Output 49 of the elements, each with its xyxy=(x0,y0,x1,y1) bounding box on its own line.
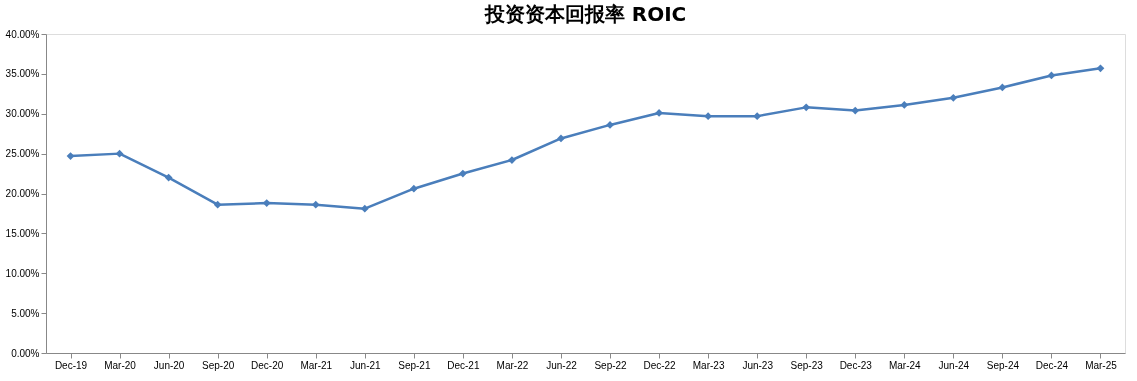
point xyxy=(949,93,958,102)
x-tick-label: Jun-24 xyxy=(938,359,970,371)
point xyxy=(311,200,320,209)
point xyxy=(213,200,222,209)
x-tick-label: Mar-22 xyxy=(496,359,529,371)
point xyxy=(66,152,75,160)
x-tick-label: Dec-22 xyxy=(643,359,677,371)
x-tick-label: Sep-20 xyxy=(202,359,235,371)
y-tick-label: 15.00% xyxy=(5,227,40,239)
point xyxy=(115,149,124,158)
x-tick-label: Dec-24 xyxy=(1035,359,1069,371)
y-tick-label: 0.00% xyxy=(11,347,40,359)
x-tick-label: Dec-20 xyxy=(251,359,284,371)
x-tick-label: Jun-23 xyxy=(742,359,774,371)
x-tick-label: Dec-23 xyxy=(839,359,873,371)
x-tick-label: Mar-25 xyxy=(1085,359,1118,371)
point xyxy=(802,103,811,112)
chart-title: 投资资本回报率 ROIC xyxy=(483,2,687,26)
x-tick-label: Jun-22 xyxy=(546,359,578,371)
point xyxy=(753,112,762,121)
x-tick-label: Mar-23 xyxy=(692,359,725,371)
point xyxy=(164,173,173,182)
y-tick-label: 10.00% xyxy=(5,267,40,279)
x-tick-label: Mar-21 xyxy=(300,359,333,371)
x-tick-label: Jun-20 xyxy=(153,359,185,371)
x-tick-label: Sep-21 xyxy=(398,359,431,371)
y-tick-label: 35.00% xyxy=(5,68,40,80)
point xyxy=(998,83,1007,92)
y-tick-label: 20.00% xyxy=(5,188,40,199)
x-tick-label: Sep-24 xyxy=(986,359,1020,371)
y-tick-label: 25.00% xyxy=(5,148,40,160)
x-tick-label: Dec-21 xyxy=(447,359,480,371)
x-tick-label: Sep-22 xyxy=(594,359,628,371)
y-tick-label: 30.00% xyxy=(5,108,40,120)
point xyxy=(704,112,712,121)
point xyxy=(360,204,369,213)
x-tick-label: Mar-20 xyxy=(104,359,137,371)
point xyxy=(851,106,860,115)
point xyxy=(1096,64,1105,73)
x-tick-label: Mar-24 xyxy=(888,359,922,371)
y-tick-label: 40.00% xyxy=(5,28,40,40)
x-tick-label: Sep-23 xyxy=(790,359,824,371)
x-tick-label: Jun-21 xyxy=(350,359,382,371)
point xyxy=(557,134,565,143)
point xyxy=(409,184,418,193)
y-tick-label: 5.00% xyxy=(11,307,40,319)
point xyxy=(900,101,909,109)
x-tick-label: Dec-19 xyxy=(54,359,88,371)
point xyxy=(459,169,467,178)
